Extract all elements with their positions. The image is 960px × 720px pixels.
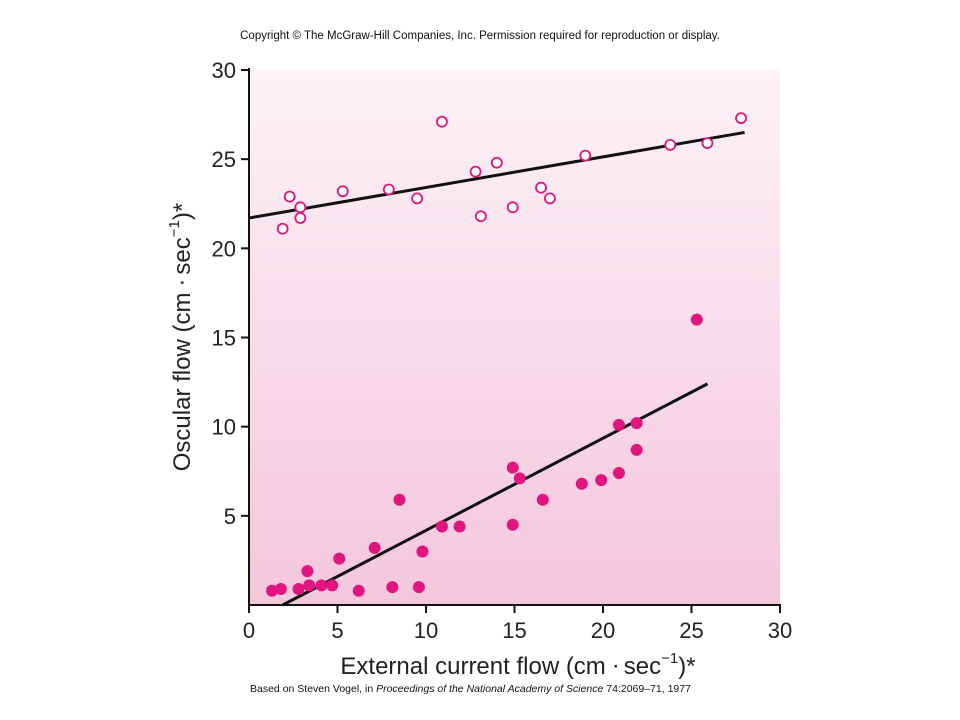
y-tick-label: 15 <box>212 326 236 351</box>
y-axis-title: Oscular flow (cm·sec−1)* <box>166 203 196 472</box>
filled-data-point <box>513 472 526 485</box>
filled-data-point <box>575 477 588 490</box>
filled-data-point <box>506 518 519 531</box>
x-tick-label: 5 <box>331 618 343 643</box>
open-data-point <box>544 192 556 205</box>
filled-data-point <box>333 552 346 565</box>
x-tick-label: 10 <box>414 618 438 643</box>
y-tick-label: 30 <box>212 58 236 83</box>
filled-data-point <box>630 417 643 430</box>
open-data-point <box>469 165 482 178</box>
filled-data-point <box>612 467 625 480</box>
open-data-point <box>276 222 289 235</box>
filled-data-point <box>416 545 429 558</box>
source-credit: Based on Steven Vogel, in Proceedings of… <box>250 683 691 695</box>
filled-data-point <box>326 579 339 592</box>
x-tick-label: 30 <box>768 618 792 643</box>
open-data-point <box>664 138 677 151</box>
filled-data-point <box>368 541 381 554</box>
open-data-point <box>506 201 519 214</box>
x-tick-label: 0 <box>243 618 255 643</box>
copyright-notice: Copyright © The McGraw-Hill Companies, I… <box>240 30 720 42</box>
open-data-point <box>701 137 714 150</box>
x-tick-label: 25 <box>679 618 703 643</box>
filled-data-point <box>595 474 608 487</box>
filled-data-point <box>386 581 399 594</box>
filled-data-point <box>412 581 425 594</box>
open-data-point <box>336 185 349 198</box>
y-tick-label: 5 <box>224 504 236 529</box>
filled-data-point <box>303 579 316 592</box>
filled-data-point <box>506 461 519 474</box>
filled-data-point <box>536 493 549 506</box>
fit-line-series-1 <box>248 130 745 220</box>
open-data-point <box>294 201 307 214</box>
filled-data-point <box>292 582 305 595</box>
open-data-point <box>535 181 547 194</box>
open-data-point <box>490 156 503 169</box>
open-data-point <box>474 210 487 223</box>
filled-data-point <box>453 520 466 533</box>
y-tick-label: 20 <box>212 236 236 261</box>
open-data-point <box>294 212 307 224</box>
filled-data-point <box>612 418 625 431</box>
x-tick-label: 15 <box>502 618 526 643</box>
open-data-point <box>436 115 448 128</box>
filled-data-point <box>630 443 643 456</box>
open-data-point <box>283 190 296 203</box>
filled-data-point <box>352 584 365 597</box>
plot-area-background <box>249 70 780 605</box>
open-data-point <box>579 149 592 162</box>
x-tick-label: 20 <box>591 618 615 643</box>
y-tick-label: 25 <box>212 147 236 172</box>
x-axis-title: External current flow (cm · sec−1)* <box>340 650 695 680</box>
open-data-point <box>382 183 395 196</box>
y-tick-label: 10 <box>212 415 236 440</box>
filled-data-point <box>315 579 328 592</box>
filled-data-point <box>690 313 703 326</box>
open-data-point <box>411 192 424 205</box>
open-data-point <box>735 112 747 125</box>
filled-data-point <box>435 520 448 533</box>
filled-data-point <box>393 493 406 506</box>
filled-data-point <box>274 582 287 595</box>
filled-data-point <box>301 565 314 578</box>
